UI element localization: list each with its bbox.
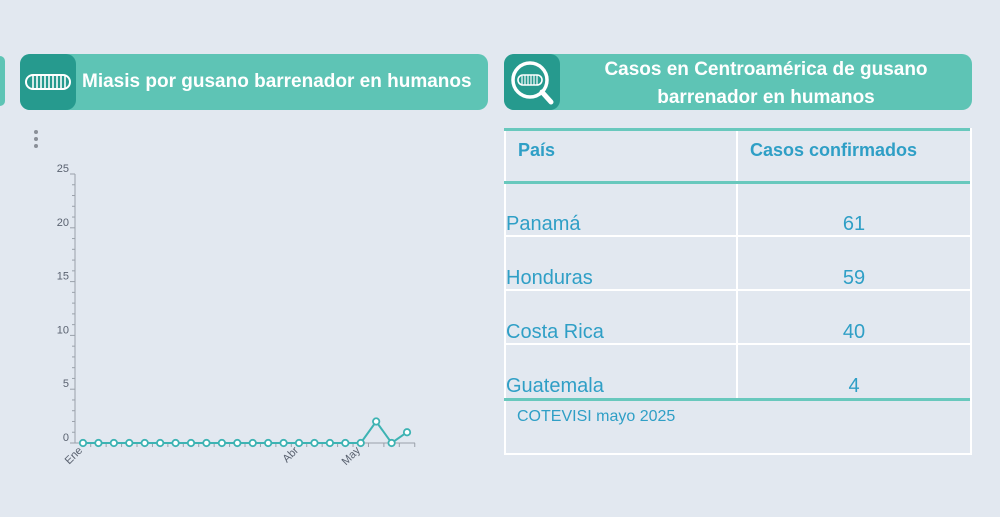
- cell-country: Costa Rica: [506, 321, 604, 343]
- cell-cases: 40: [842, 321, 866, 343]
- cell-cases: 4: [848, 375, 860, 397]
- magnifier-larva-icon: [504, 54, 560, 110]
- y-tick-label: 25: [57, 163, 69, 175]
- header-country: País: [518, 140, 556, 160]
- data-point: [294, 438, 304, 448]
- cell-cases: 59: [842, 267, 866, 289]
- table-source-note: COTEVISI mayo 2025: [517, 408, 676, 425]
- data-point: [233, 438, 242, 448]
- previous-panel-tab[interactable]: [0, 56, 5, 106]
- data-point: [94, 438, 103, 448]
- table-border: [504, 128, 972, 455]
- x-tick-label: May: [340, 444, 364, 468]
- table-top-rule: [504, 128, 970, 131]
- data-point: [217, 438, 226, 448]
- data-point: [140, 438, 149, 448]
- data-point: [78, 438, 88, 448]
- table-header-rule: [504, 181, 970, 184]
- y-tick-label: 20: [57, 217, 69, 229]
- data-point: [387, 438, 396, 448]
- header-cases: Casos confirmados: [750, 140, 918, 160]
- data-point: [264, 438, 273, 448]
- y-tick-label: 0: [63, 432, 69, 444]
- data-point: [248, 438, 257, 448]
- table-panel-title: Casos en Centroamérica de gusano barrena…: [604, 59, 928, 108]
- data-point: [156, 438, 165, 448]
- data-point: [356, 438, 365, 448]
- chart-menu-icon[interactable]: [30, 128, 42, 150]
- cell-country: Panamá: [506, 213, 581, 235]
- data-point: [279, 438, 288, 448]
- data-point: [341, 438, 350, 448]
- cell-country: Guatemala: [506, 375, 604, 397]
- x-tick-label: Abr: [281, 444, 302, 465]
- cell-country: Honduras: [506, 267, 593, 289]
- row-divider: [504, 289, 970, 291]
- data-point: [202, 438, 211, 448]
- data-point: [310, 438, 319, 448]
- cases-table: País Casos confirmados Panamá 61 Hondura…: [504, 128, 972, 455]
- cell-cases: 61: [842, 213, 866, 235]
- chart-panel-title: Miasis por gusano barrenador en humanos: [82, 71, 472, 92]
- data-point: [186, 438, 196, 448]
- larva-icon: [20, 54, 76, 110]
- y-tick-label: 10: [57, 324, 69, 336]
- x-tick-label: Ene: [63, 445, 85, 467]
- row-divider: [504, 343, 970, 345]
- data-point: [171, 438, 180, 448]
- y-tick-label: 5: [63, 378, 69, 390]
- data-point: [325, 438, 334, 448]
- row-divider: [504, 235, 970, 237]
- column-divider: [736, 128, 738, 400]
- table-footer-rule: [504, 398, 970, 401]
- series-line: [83, 419, 408, 445]
- cases-line-chart: 0 5 10 15 20 25 Ene Abr May: [57, 163, 416, 468]
- data-point: [109, 438, 118, 448]
- y-tick-label: 15: [57, 271, 69, 283]
- data-point: [125, 438, 134, 448]
- table-panel-header: Casos en Centroamérica de gusano barrena…: [504, 54, 972, 110]
- data-point: [372, 417, 381, 426]
- data-point: [402, 428, 412, 437]
- chart-panel-header: Miasis por gusano barrenador en humanos: [20, 54, 488, 110]
